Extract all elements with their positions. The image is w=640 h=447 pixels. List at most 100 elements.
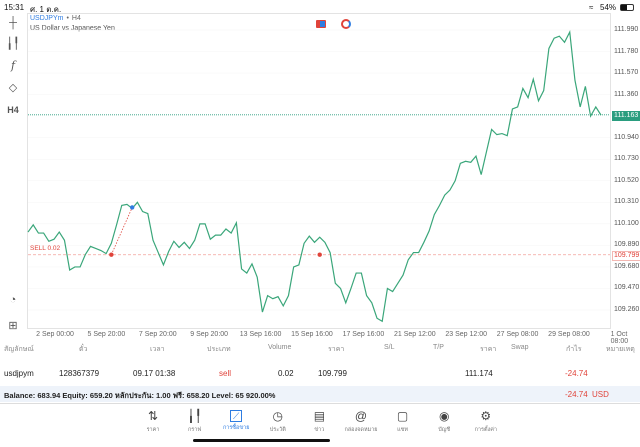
nav-label: การตั้งค่า <box>474 427 497 433</box>
nav-item[interactable]: ⟋ การซื้อขาย <box>216 408 256 432</box>
news-icon: ▤ <box>313 409 326 423</box>
total-profit: -24.74 <box>565 390 588 399</box>
price-line <box>27 29 602 323</box>
settings-icon: ⚙ <box>480 409 492 423</box>
y-tick-label: 110.520 <box>614 176 639 184</box>
wifi-icon: ≈ <box>589 3 594 12</box>
total-currency: USD <box>592 390 609 399</box>
objects-icon[interactable]: ◇ <box>8 82 18 94</box>
x-tick-label: 2 Sep 00:00 <box>36 331 74 338</box>
sell-price-label: 109.799 <box>612 251 640 261</box>
column-header[interactable]: S/L <box>384 344 395 351</box>
column-header[interactable]: สัญลักษณ์ <box>4 346 34 353</box>
chart-area[interactable] <box>27 13 611 329</box>
nav-label: การซื้อขาย <box>222 425 250 431</box>
trade-connector-line <box>110 207 133 255</box>
y-tick-label: 111.570 <box>614 69 639 77</box>
x-tick-label: 13 Sep 16:00 <box>239 331 282 338</box>
y-tick-label: 109.470 <box>614 284 640 292</box>
cell-open-price: 109.799 <box>318 369 347 378</box>
chart-title: USDJPYm • H4 <box>30 15 81 23</box>
sell-entry-marker <box>109 252 114 257</box>
y-tick-label: 111.360 <box>614 90 639 98</box>
balance-summary: Balance: 683.94 Equity: 659.20 หลักประกั… <box>4 391 276 400</box>
home-indicator <box>193 439 330 442</box>
nav-label: กราฟ <box>187 427 202 433</box>
x-tick-label: 29 Sep 08:00 <box>548 331 590 338</box>
close-marker <box>129 205 135 210</box>
timeframe-button[interactable]: H4 <box>7 105 19 115</box>
nav-item[interactable]: @ กล่องจดหมาย <box>341 408 381 434</box>
cell-time: 09.17 01:38 <box>133 369 176 378</box>
column-header[interactable]: ราคา <box>480 346 497 353</box>
gauge-icon[interactable]: ◔ <box>9 294 17 306</box>
candlestick-icon[interactable]: ╽╿ <box>6 38 20 50</box>
nav-label: ราคา <box>146 427 160 433</box>
column-header[interactable]: ราคา <box>328 346 345 353</box>
chart-timeframe: H4 <box>71 15 81 22</box>
column-header[interactable]: ประเภท <box>207 346 231 353</box>
x-tick-label: 23 Sep 12:00 <box>445 331 488 338</box>
nav-item[interactable]: ╽╿ กราฟ <box>175 408 215 434</box>
x-tick-label: 9 Sep 20:00 <box>190 331 229 338</box>
column-header[interactable]: ตั๋ว <box>79 346 88 353</box>
cell-profit: -24.74 <box>565 369 588 378</box>
chart-description: US Dollar vs Japanese Yen <box>30 25 115 32</box>
cell-price: 111.174 <box>465 369 493 378</box>
cell-symbol: usdjpym <box>4 369 34 378</box>
column-header[interactable]: เวลา <box>150 346 165 353</box>
nav-item[interactable]: ⚙ การตั้งค่า <box>466 408 506 434</box>
sell-entry-marker <box>317 252 322 257</box>
y-tick-label: 109.680 <box>614 262 640 270</box>
chart-icon: ╽╿ <box>187 409 202 423</box>
chart-separator: • <box>66 15 69 22</box>
battery-icon <box>620 4 634 11</box>
nav-item[interactable]: ◷ ประวัติ <box>258 408 298 434</box>
status-time: 15:31 <box>4 3 25 12</box>
cell-type: sell <box>219 369 232 378</box>
history-icon: ◷ <box>272 409 284 423</box>
y-tick-label: 110.940 <box>614 133 639 141</box>
current-price-label: 111.163 <box>612 111 640 121</box>
battery-percent: 54% <box>600 3 617 12</box>
quotes-icon: ⇅ <box>147 409 159 423</box>
cell-volume: 0.02 <box>278 369 294 378</box>
column-header[interactable]: หมายเหตุ <box>606 346 635 353</box>
status-date: ศ. 1 ต.ค. <box>30 5 62 14</box>
chat-icon: ▢ <box>396 409 409 423</box>
x-tick-label: 15 Sep 16:00 <box>291 331 333 338</box>
column-header[interactable]: Volume <box>268 344 292 351</box>
nav-item[interactable]: ▢ แชท <box>383 408 423 434</box>
signal-icon[interactable] <box>341 19 351 29</box>
column-header[interactable]: Swap <box>511 344 529 351</box>
x-tick-label: 7 Sep 20:00 <box>138 331 177 338</box>
nav-label: ประวัติ <box>269 427 286 433</box>
nav-item[interactable]: ▤ ข่าว <box>299 408 339 434</box>
nav-label: ข่าว <box>314 427 325 433</box>
nav-item[interactable]: ⇅ ราคา <box>133 408 173 434</box>
x-tick-label: 5 Sep 20:00 <box>87 331 126 338</box>
one-click-trading-icon[interactable] <box>316 20 326 28</box>
crosshair-icon[interactable]: ┼ <box>9 17 17 29</box>
nav-label: บัญชี <box>438 427 451 433</box>
x-tick-label: 17 Sep 16:00 <box>342 331 385 338</box>
column-header[interactable]: T/P <box>433 344 444 351</box>
balance-row: Balance: 683.94 Equity: 659.20 หลักประกั… <box>0 386 640 402</box>
nav-label: กล่องจดหมาย <box>344 427 378 433</box>
trade-icon: ⟋ <box>230 410 243 422</box>
y-tick-label: 110.730 <box>614 155 639 163</box>
cell-ticket: 128367379 <box>59 369 100 378</box>
y-tick-label: 110.100 <box>614 219 639 227</box>
indicators-icon[interactable]: f <box>10 59 16 72</box>
x-tick-label: 27 Sep 08:00 <box>496 331 539 338</box>
column-header[interactable]: กำไร <box>566 346 582 353</box>
x-tick-label: 21 Sep 12:00 <box>393 331 436 338</box>
sell-line-label: SELL 0.02 <box>30 245 61 252</box>
y-tick-label: 109.260 <box>614 306 640 313</box>
nav-item[interactable]: ◉ บัญชี <box>424 408 464 434</box>
y-tick-label: 111.990 <box>614 26 639 33</box>
x-tick-label: 1 Oct 08:00 <box>610 331 629 345</box>
add-window-icon[interactable]: ⊞ <box>8 320 18 332</box>
nav-label: แชท <box>397 427 409 433</box>
y-tick-label: 111.780 <box>614 47 639 55</box>
